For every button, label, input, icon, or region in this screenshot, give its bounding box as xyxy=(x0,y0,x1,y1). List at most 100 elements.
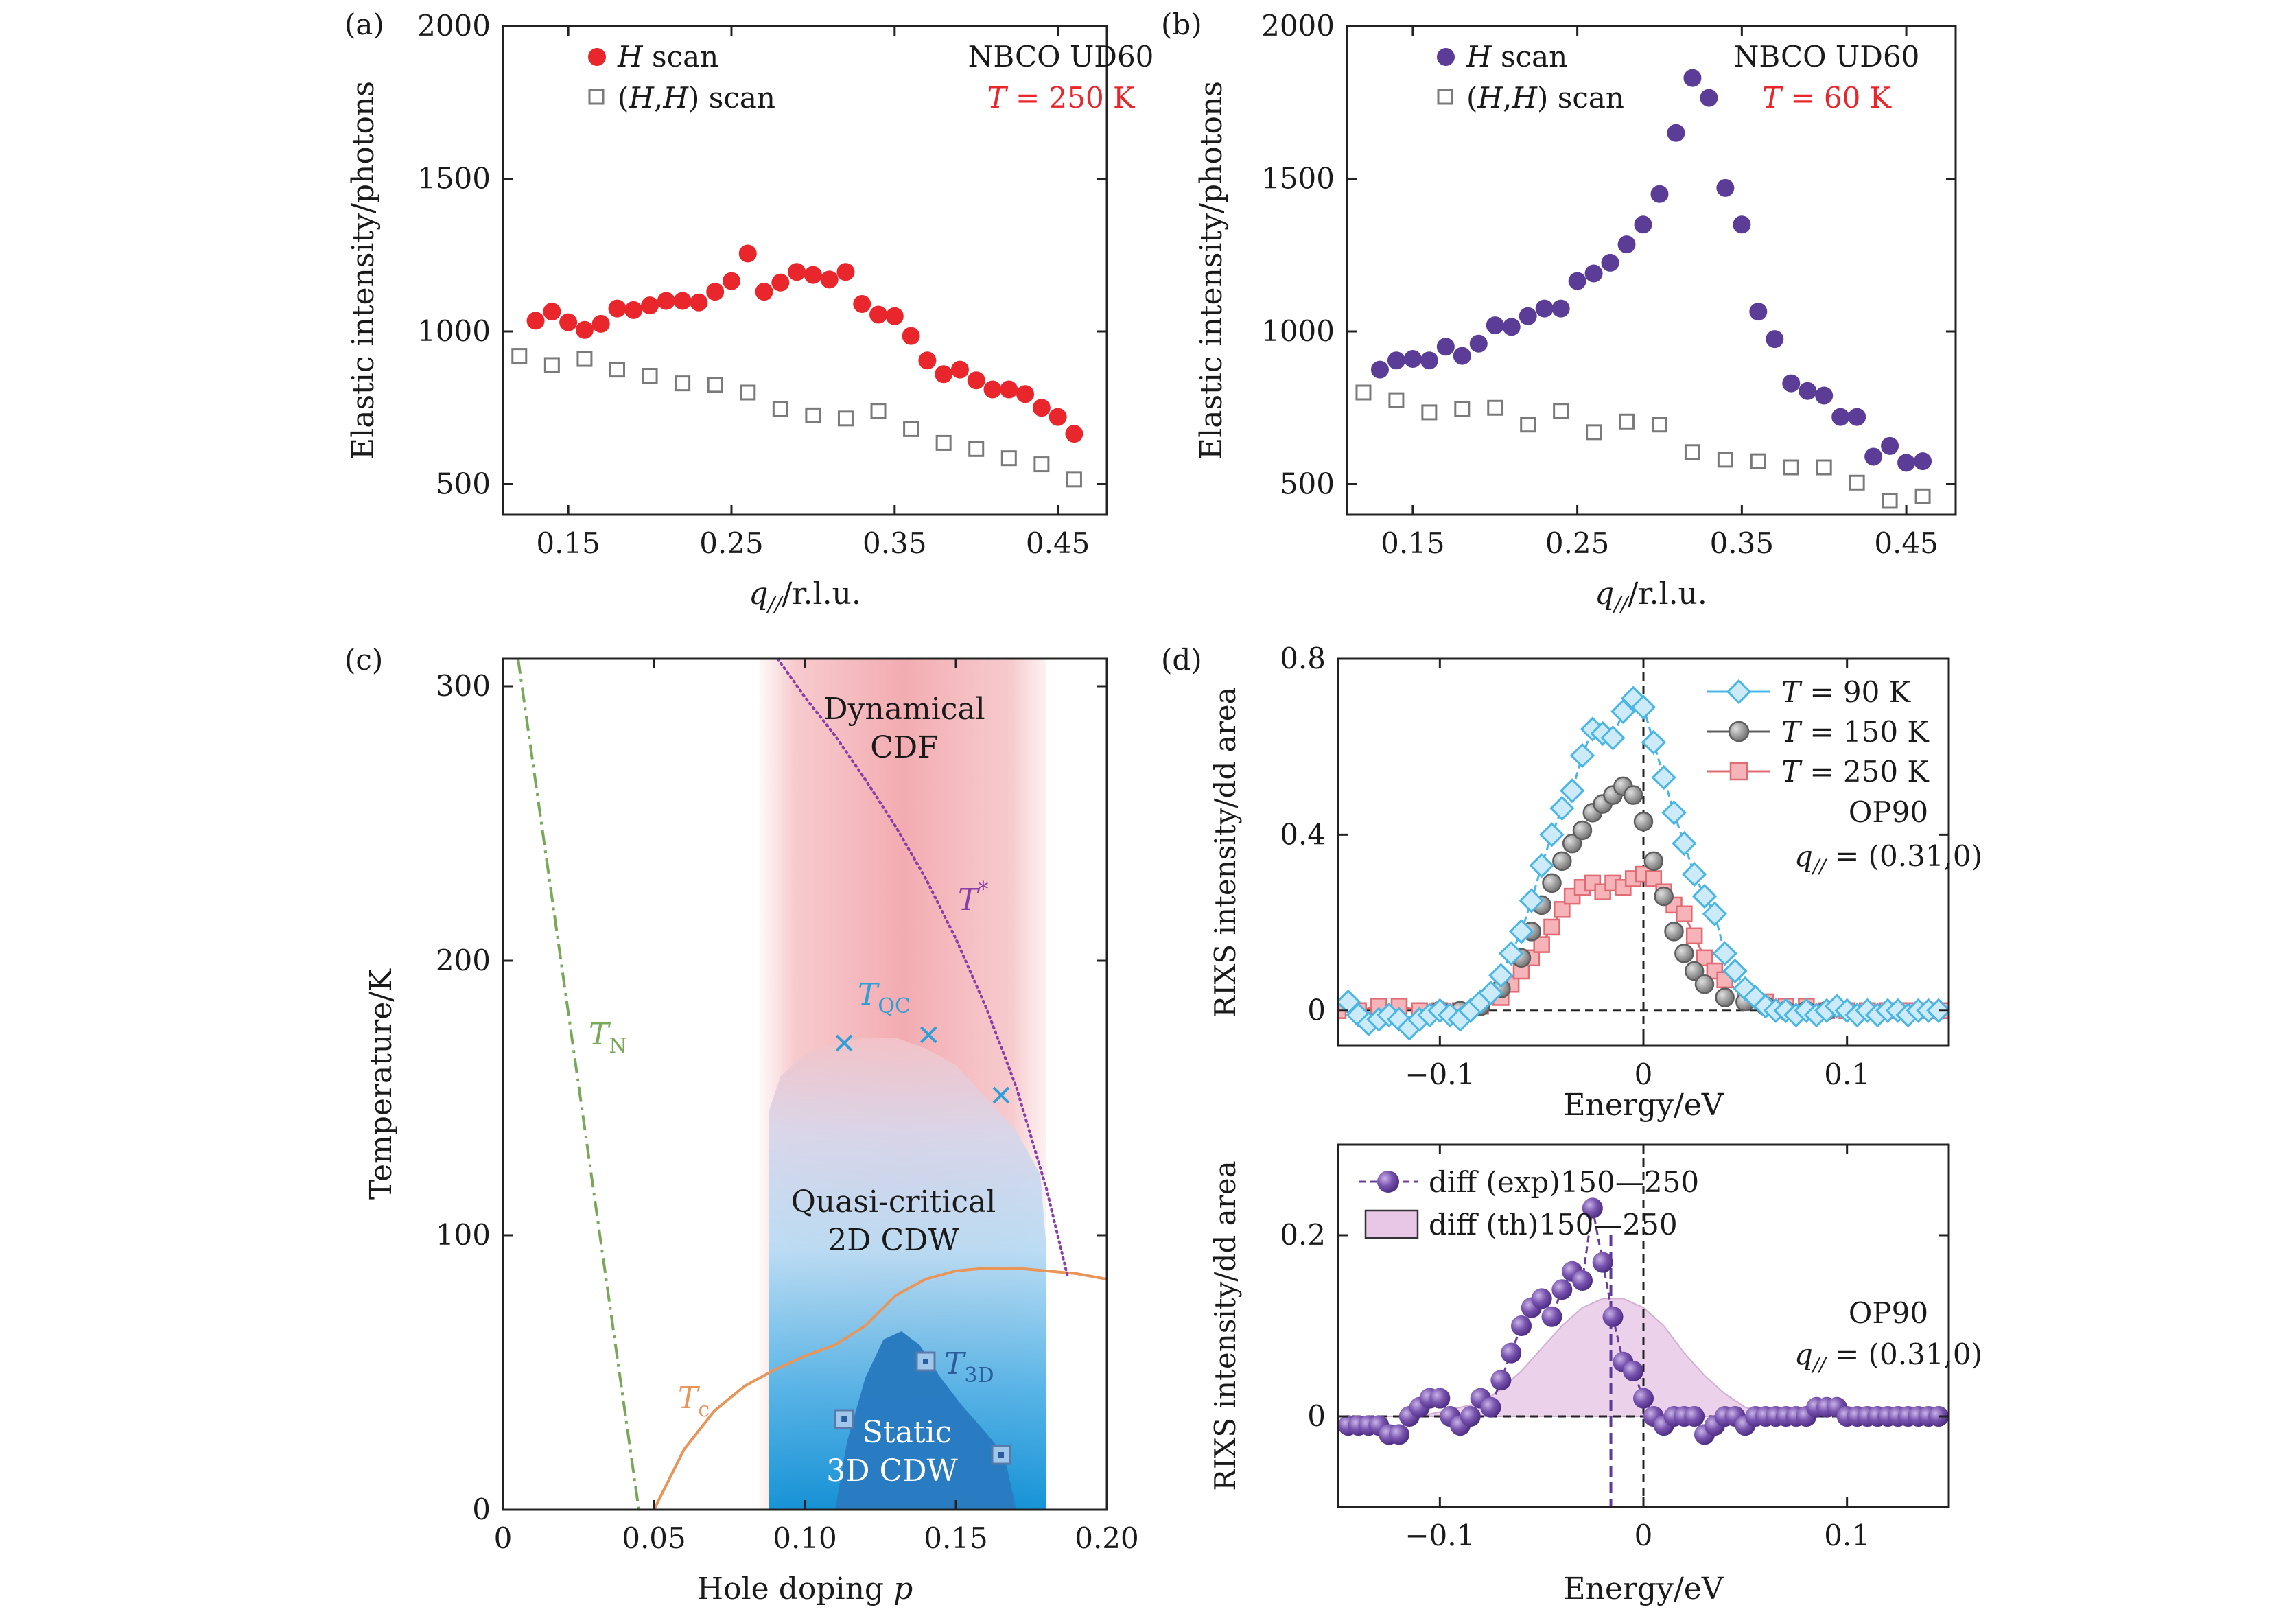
hh-scan-point xyxy=(1586,424,1602,441)
series-90k-point xyxy=(1478,980,1503,1006)
panel-c-ytick-label: 0 xyxy=(472,1493,491,1526)
panel-a-ytick-label: 1500 xyxy=(417,162,491,196)
panel-d-top-op90: OP90 xyxy=(1849,795,1928,829)
diff-exp-point xyxy=(1623,1361,1644,1381)
h-scan-point xyxy=(967,371,985,390)
panel-a-xtick-label: 0.35 xyxy=(863,526,927,560)
series-90k-point xyxy=(1661,800,1687,826)
hh-scan-point xyxy=(609,362,625,378)
h-scan-point xyxy=(902,327,920,345)
series-90k-point xyxy=(1722,958,1748,984)
hh-scan-point xyxy=(1487,399,1503,416)
panel-a-ytick-label: 500 xyxy=(436,467,491,501)
panel-d-top-xlabel: Energy/eV xyxy=(1563,1088,1724,1123)
diff-exp-point xyxy=(1633,1388,1654,1409)
series-90k-point xyxy=(1641,729,1666,755)
series-250k-point xyxy=(1676,905,1693,922)
h-scan-point xyxy=(624,301,643,319)
diff-exp-point xyxy=(1572,1270,1593,1291)
panel-b-label: (b) xyxy=(1161,8,1202,41)
h-scan-point xyxy=(885,307,904,325)
h-scan-point xyxy=(1584,264,1603,283)
diff-exp-point xyxy=(1551,1279,1573,1300)
diff-exp-point xyxy=(1928,1406,1949,1427)
h-scan-point xyxy=(1387,351,1405,370)
series-250k-point xyxy=(1543,918,1560,936)
hh-scan-point xyxy=(1849,474,1865,491)
quasi-critical-label-2: 2D CDW xyxy=(828,1223,959,1258)
panel-d-bottom-xtick-label: 0 xyxy=(1635,1519,1653,1552)
h-scan-point xyxy=(641,296,659,315)
panel-c-xtick-label: 0.10 xyxy=(773,1521,837,1555)
panel-d-top-xtick-label: −0.1 xyxy=(1405,1057,1475,1091)
h-scan-point xyxy=(1700,89,1718,107)
h-scan-point xyxy=(1568,272,1586,290)
hh-scan-point xyxy=(1651,417,1667,433)
tc-curve xyxy=(653,1267,1107,1510)
hh-scan-point xyxy=(1388,392,1405,408)
diff-exp-point xyxy=(1684,1406,1705,1427)
diff-exp-point xyxy=(1592,1252,1613,1273)
h-scan-point xyxy=(804,266,822,284)
series-90k-point xyxy=(1560,778,1585,804)
h-scan-point xyxy=(1016,385,1035,404)
h-scan-point xyxy=(1519,307,1537,325)
panel-b-xtick-label: 0.45 xyxy=(1874,526,1938,560)
hh-scan-point xyxy=(1033,456,1050,473)
h-scan-point xyxy=(1815,386,1834,405)
series-150k-point xyxy=(1643,851,1664,872)
diff-exp-point xyxy=(1602,1306,1624,1327)
hh-scan-point xyxy=(772,401,788,417)
panel-d-top: (d) −0.1 0 0.1 0 0.4 0.8 RIXS intensity/dd ar… xyxy=(1161,642,1982,1123)
h-scan-point xyxy=(1420,351,1438,370)
panel-d-bottom-q: q// = (0.31,0) xyxy=(1794,1337,1982,1376)
h-scan-point xyxy=(608,299,626,318)
panel-a-xtick-label: 0.25 xyxy=(699,526,764,560)
panel-b-ytick-label: 1500 xyxy=(1261,162,1335,196)
hh-scan-point xyxy=(903,421,919,437)
tqc-label: TQC xyxy=(858,977,911,1018)
panel-b: (b) 0.15 0.25 0.35 0.45 500 1000 1500 2000 Elas… xyxy=(1161,8,1957,616)
diff-exp-point xyxy=(1389,1424,1409,1445)
panel-d-bottom-xlabel: Energy/eV xyxy=(1563,1571,1724,1606)
hh-scan-point xyxy=(675,375,691,392)
series-90k-point xyxy=(1488,963,1514,988)
panel-d-bottom-xtick-label: 0.1 xyxy=(1824,1519,1870,1552)
series-90k-point xyxy=(1519,888,1544,913)
legend-diff-exp-label: diff (exp)150—250 xyxy=(1429,1165,1699,1199)
hh-scan-point xyxy=(1000,450,1017,467)
h-scan-point xyxy=(1535,299,1554,318)
t3d-label: T3D xyxy=(944,1346,994,1388)
h-scan-point xyxy=(1634,215,1652,234)
tn-curve xyxy=(517,659,640,1510)
series-150k-point xyxy=(1664,922,1684,941)
panel-c-label: (c) xyxy=(344,643,383,677)
h-scan-point xyxy=(1032,399,1051,417)
hh-scan-point xyxy=(1914,488,1931,504)
series-250k-point xyxy=(1554,901,1571,918)
static-3d-label: Static xyxy=(863,1415,952,1450)
series-150k-point xyxy=(1694,974,1715,994)
h-scan-point xyxy=(1667,124,1685,142)
legend-90k-marker xyxy=(1726,679,1752,705)
series-150k-point xyxy=(1684,961,1705,981)
t3d-point-dot xyxy=(923,1359,928,1364)
diff-exp-point xyxy=(1490,1370,1512,1391)
quasi-critical-region xyxy=(769,1038,1046,1510)
hh-scan-point xyxy=(1619,413,1635,430)
panel-a-sample: NBCO UD60 xyxy=(968,40,1154,73)
h-scan-point xyxy=(690,293,708,312)
legend-series-label: T = 150 K xyxy=(1781,715,1930,749)
panel-d-top-ytick-label: 0.8 xyxy=(1280,642,1326,675)
panel-a-ytick-label: 1000 xyxy=(417,314,491,348)
series-250k-point xyxy=(1685,927,1703,945)
panel-a-ylabel: Elastic intensity/photons xyxy=(346,81,381,460)
series-90k-point xyxy=(1499,941,1524,966)
legend-a-h-scan-marker xyxy=(588,48,606,66)
diff-exp-point xyxy=(1511,1315,1532,1336)
panel-c-ytick-label: 100 xyxy=(436,1218,491,1252)
series-250k-point xyxy=(1533,936,1550,953)
h-scan-point xyxy=(1486,316,1504,335)
series-90k-point xyxy=(1569,742,1595,769)
panel-a-xlabel: q///r.l.u. xyxy=(749,576,861,616)
